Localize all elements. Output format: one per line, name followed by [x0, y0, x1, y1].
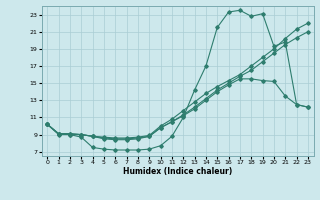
- X-axis label: Humidex (Indice chaleur): Humidex (Indice chaleur): [123, 167, 232, 176]
